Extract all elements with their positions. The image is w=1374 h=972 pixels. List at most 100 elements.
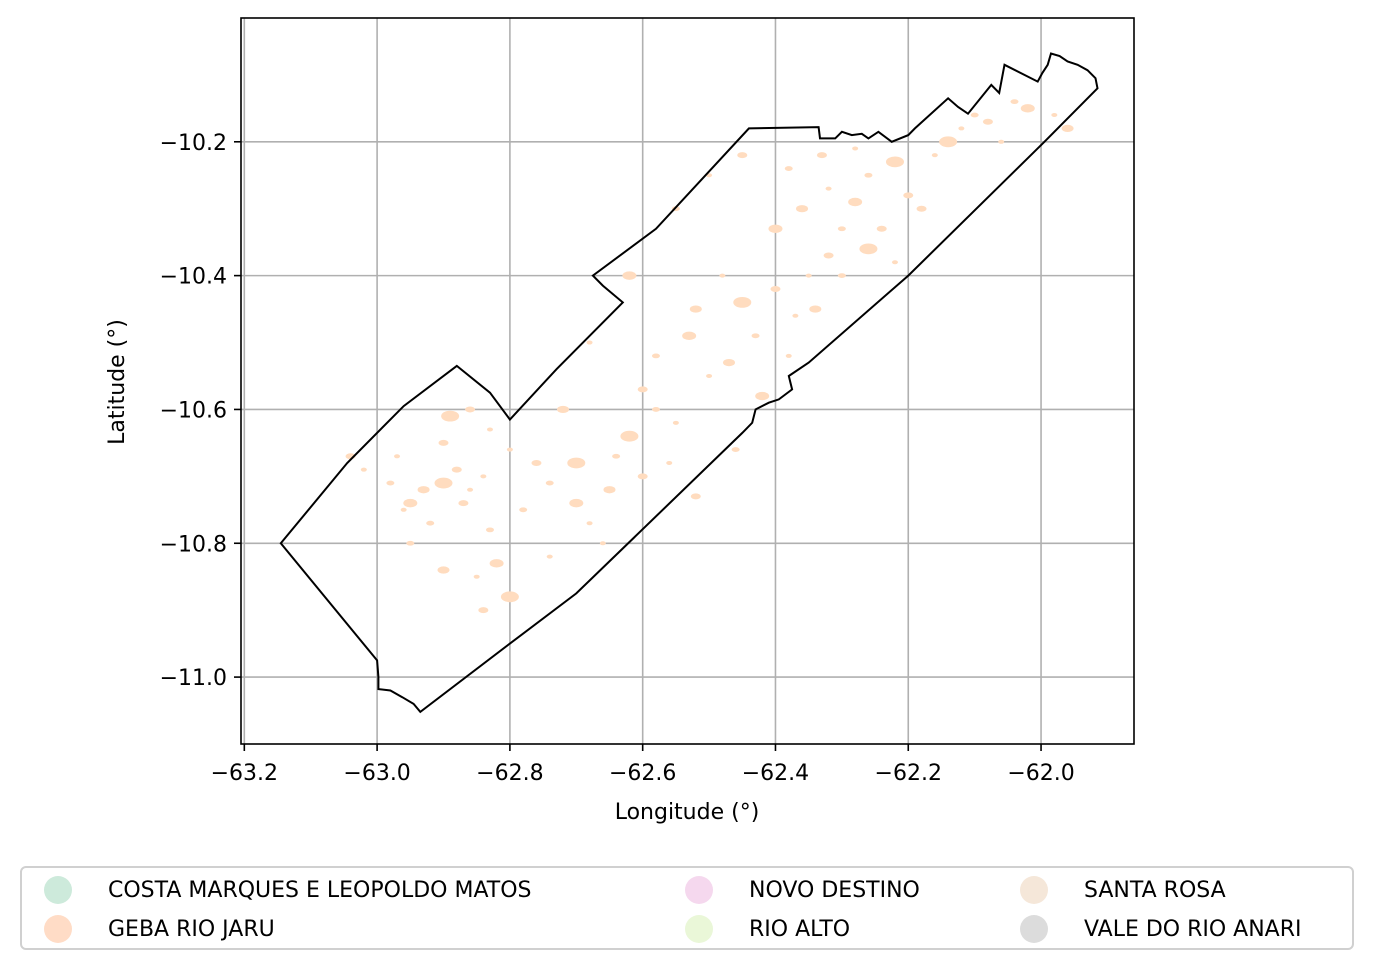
legend-marker [1020, 915, 1048, 943]
settlement-patch [465, 406, 476, 413]
x-tick-label: −62.2 [875, 761, 942, 786]
settlement-patch [823, 252, 834, 259]
settlement-patch [567, 457, 586, 469]
settlement-patch [885, 156, 904, 168]
x-tick-label: −62.0 [1007, 761, 1074, 786]
settlement-patch [569, 498, 584, 508]
settlement-patch [706, 373, 713, 378]
settlement-patch [394, 454, 401, 459]
settlement-patch [825, 186, 832, 191]
settlement-patch [403, 498, 418, 508]
settlement-patch [500, 591, 519, 603]
settlement-patch [586, 521, 593, 526]
settlement-patch [805, 273, 812, 278]
settlement-patch [722, 358, 735, 367]
legend-item-santa-rosa: SANTA ROSA [1020, 873, 1226, 907]
settlement-patch [386, 480, 395, 486]
settlement-patch [637, 386, 648, 393]
settlement-patch [785, 353, 792, 358]
settlement-patch [751, 333, 760, 339]
settlement-patch [651, 353, 660, 359]
settlement-patch [1061, 124, 1074, 133]
settlement-patch [903, 192, 914, 199]
legend-item-rio-alto: RIO ALTO [685, 912, 850, 946]
legend-label: COSTA MARQUES E LEOPOLDO MATOS [108, 877, 532, 903]
settlement-patch [489, 559, 504, 568]
settlement-patch [506, 447, 513, 452]
settlement-patch [876, 225, 887, 232]
settlement-patch [666, 460, 673, 465]
settlement-patch [586, 340, 593, 345]
legend-item-costa-marques: COSTA MARQUES E LEOPOLDO MATOS [44, 873, 532, 907]
settlement-patch [998, 139, 1005, 144]
settlement-patch [784, 166, 793, 171]
settlement-patch [939, 136, 958, 148]
settlement-patch [557, 405, 570, 414]
y-tick-label: −11.0 [160, 666, 227, 691]
settlement-patch [545, 480, 554, 486]
y-tick-label: −10.8 [160, 532, 227, 557]
settlement-patch [958, 126, 965, 131]
settlement-patch [599, 541, 606, 546]
x-tick-label: −62.6 [609, 761, 676, 786]
legend-marker [1020, 876, 1048, 904]
legend-marker [44, 876, 72, 904]
settlement-patch [770, 285, 781, 292]
settlement-patch [485, 527, 494, 533]
y-tick-label: −10.4 [160, 265, 227, 290]
settlement-patch [837, 226, 846, 232]
legend-marker [685, 915, 713, 943]
settlement-patch [612, 453, 621, 459]
x-axis-ticks: −63.2 −63.0 −62.8 −62.6 −62.4 −62.2 −62.0 [211, 744, 1075, 786]
settlement-patch [792, 313, 799, 318]
settlement-patch [864, 172, 873, 178]
settlement-patch [733, 296, 752, 308]
settlement-patch [437, 566, 450, 574]
settlement-patch [1010, 99, 1019, 105]
legend-item-vale-do-rio-anari: VALE DO RIO ANARI [1020, 912, 1302, 946]
x-tick-label: −63.2 [211, 761, 278, 786]
settlement-patch [737, 152, 748, 159]
settlement-patch [982, 118, 993, 125]
legend-label: VALE DO RIO ANARI [1084, 916, 1302, 942]
legend-item-geba-rio-jaru: GEBA RIO JARU [44, 912, 275, 946]
settlement-patch [622, 271, 637, 280]
settlement-patch [434, 477, 453, 489]
map-figure: −63.2 −63.0 −62.8 −62.6 −62.4 −62.2 −62.0 −10.… [105, 17, 1135, 825]
settlement-patch [931, 153, 938, 158]
settlement-patch [768, 224, 783, 233]
settlement-patch [620, 430, 639, 442]
settlement-patch [848, 197, 863, 207]
y-tick-label: −10.2 [160, 131, 227, 156]
settlement-patch [417, 486, 430, 494]
settlement-patch [637, 473, 648, 480]
settlement-patch [473, 574, 480, 579]
legend-item-novo-destino: NOVO DESTINO [685, 873, 920, 907]
settlement-patch [796, 205, 809, 213]
settlement-patch [859, 243, 878, 255]
settlement-patch [400, 507, 407, 512]
settlement-patch [682, 331, 697, 341]
settlement-patch [478, 607, 489, 614]
settlement-patch [651, 407, 660, 412]
settlement-patch [519, 507, 528, 513]
settlement-patch [689, 305, 702, 313]
legend-marker [685, 876, 713, 904]
plot-frame [240, 17, 1135, 745]
settlement-patch [891, 260, 898, 265]
settlement-patch [467, 487, 474, 492]
legend-label: NOVO DESTINO [749, 877, 920, 903]
grid-lines [241, 18, 1134, 744]
settlement-patch [486, 427, 493, 432]
x-tick-label: −62.8 [476, 761, 543, 786]
legend-label: GEBA RIO JARU [108, 916, 275, 942]
x-tick-label: −63.0 [343, 761, 410, 786]
x-axis-label: Longitude (°) [615, 800, 760, 825]
settlement-patch [672, 420, 679, 425]
settlement-patch [755, 391, 770, 401]
settlement-patches [345, 99, 1074, 614]
legend-label: RIO ALTO [749, 916, 851, 942]
settlement-patch [451, 466, 462, 473]
settlement-patch [406, 540, 415, 546]
boundary-outline [279, 52, 1099, 714]
